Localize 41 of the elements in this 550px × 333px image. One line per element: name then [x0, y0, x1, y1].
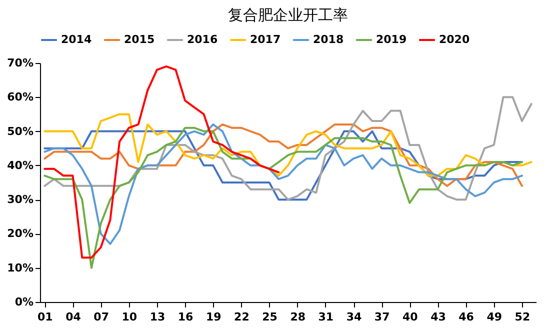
x-tick-label: 34	[346, 310, 362, 324]
legend-label: 2020	[439, 33, 470, 46]
line-series	[44, 123, 523, 245]
x-tick-label: 52	[514, 310, 530, 324]
y-tick-label: 40%	[7, 158, 34, 172]
legend-label: 2017	[250, 33, 281, 46]
x-tick-label: 49	[486, 310, 502, 324]
y-tick-label: 30%	[7, 193, 34, 206]
x-tick-label: 28	[290, 310, 306, 324]
x-tick-label: 43	[430, 310, 446, 324]
legend-label: 2018	[313, 33, 344, 46]
x-tick-label: 19	[206, 310, 222, 324]
y-tick-label: 60%	[7, 90, 34, 104]
line-series	[44, 113, 532, 177]
x-tick-label: 04	[66, 310, 82, 324]
chart-title: 复合肥企业开工率	[228, 6, 348, 24]
y-tick-label: 70%	[7, 56, 34, 70]
x-tick-label: 46	[458, 310, 474, 324]
x-tick-label: 10	[122, 310, 138, 324]
x-tick-label: 01	[38, 310, 53, 324]
x-tick-label: 22	[234, 310, 250, 324]
legend-label: 2014	[61, 33, 92, 46]
legend-label: 2015	[124, 33, 155, 46]
x-tick-label: 13	[150, 310, 166, 324]
y-tick-label: 10%	[7, 261, 34, 274]
legend-label: 2016	[187, 33, 218, 46]
line-series	[44, 130, 523, 201]
x-tick-label: 37	[374, 310, 390, 324]
x-tick-label: 07	[94, 310, 109, 324]
line-series	[44, 123, 523, 187]
y-tick-label: 50%	[7, 124, 34, 138]
y-tick-label: 0%	[14, 296, 34, 308]
line-series	[44, 126, 523, 269]
x-tick-label: 40	[402, 310, 418, 324]
line-series	[44, 65, 280, 259]
x-tick-label: 31	[318, 310, 334, 324]
line-series	[44, 96, 532, 201]
x-tick-label: 16	[178, 310, 194, 324]
x-tick-label: 25	[262, 310, 278, 324]
y-tick-label: 20%	[7, 227, 34, 240]
legend-label: 2019	[376, 33, 407, 46]
